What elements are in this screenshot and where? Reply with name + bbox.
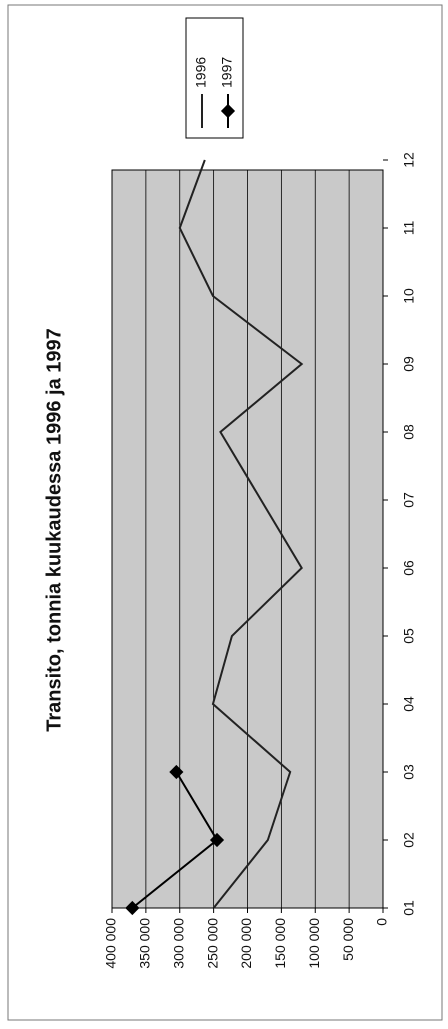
y-tick-label: 350 000	[137, 918, 153, 969]
y-tick-label: 150 000	[272, 918, 288, 969]
marker	[169, 764, 184, 780]
x-tick-label: 12	[401, 152, 417, 168]
y-tick-label: 100 000	[306, 918, 322, 969]
x-tick-label: 11	[401, 221, 417, 236]
y-tick-label: 300 000	[170, 918, 186, 969]
y-tick-label: 0	[374, 918, 390, 926]
x-tick-label: 05	[401, 628, 417, 644]
x-tick-label: 04	[401, 696, 417, 712]
x-tick-label: 03	[401, 764, 417, 780]
legend	[185, 17, 244, 139]
x-tick-label: 07	[401, 492, 417, 508]
chart-title: Transito, tonnia kuukaudessa 1996 ja 199…	[43, 328, 65, 732]
x-tick-label: 01	[401, 900, 417, 916]
x-tick-label: 06	[401, 560, 417, 576]
series-line	[178, 159, 304, 909]
y-tick-label: 50 000	[340, 918, 356, 961]
y-tick-label: 250 000	[204, 918, 220, 969]
legend-label: 1996	[193, 57, 209, 88]
x-tick-label: 02	[401, 832, 417, 848]
marker	[125, 900, 140, 916]
legend-label: 1997	[219, 57, 235, 88]
marker	[209, 832, 225, 848]
y-tick-label: 200 000	[238, 918, 254, 969]
x-tick-label: 10	[401, 288, 417, 304]
y-tick-label: 400 000	[103, 918, 119, 969]
x-tick-label: 09	[401, 356, 417, 372]
x-tick-label: 08	[401, 424, 417, 440]
